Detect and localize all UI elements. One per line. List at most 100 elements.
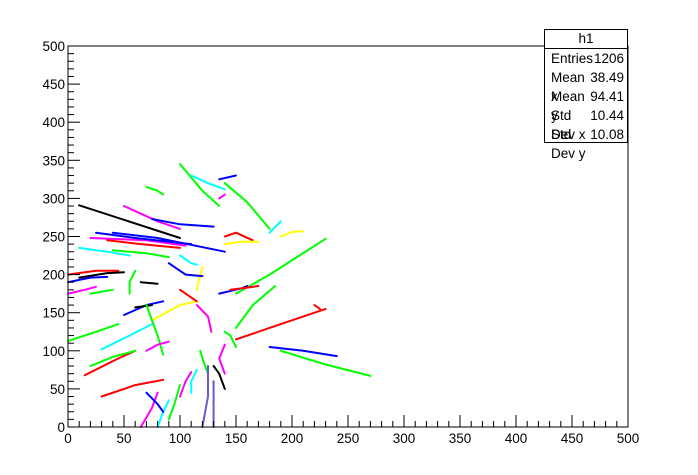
stats-value: 10.44	[590, 108, 624, 123]
stats-value: 38.49	[590, 70, 624, 85]
stats-row-std-dev-y: Std Dev y 10.08	[545, 125, 627, 161]
x-tick-label: 100	[169, 431, 192, 446]
data-track-11	[67, 275, 109, 284]
stats-value: 1206	[593, 51, 624, 66]
data-track-51	[229, 285, 260, 291]
data-track-17	[89, 349, 137, 367]
data-track-1	[89, 237, 187, 247]
data-track-4	[111, 231, 226, 253]
data-track-41	[145, 186, 165, 196]
data-track-54	[212, 365, 226, 390]
data-track-40	[218, 193, 226, 200]
data-track-25	[139, 391, 159, 428]
data-track-28	[167, 384, 181, 421]
x-axis-tick-labels: 0 50 100 150 200 250 300 350 400 450 500	[64, 431, 639, 446]
stats-label: Entries	[551, 51, 594, 66]
y-axis-tick-labels: 0 50 100 150 200 250 300 350 400 450 500	[42, 39, 65, 435]
data-track-18	[123, 300, 165, 316]
data-track-13	[67, 323, 120, 342]
y-tick-label: 150	[42, 306, 65, 321]
x-tick-label: 450	[561, 431, 584, 446]
data-track-37	[179, 163, 221, 207]
data-track-31	[199, 349, 209, 375]
data-track-56	[201, 365, 209, 428]
x-tick-label: 300	[393, 431, 416, 446]
data-track-2	[95, 231, 193, 246]
x-axis-ticks	[67, 415, 629, 427]
data-track-35	[179, 254, 198, 266]
stats-label: Mean y	[551, 89, 585, 123]
stats-label: Std Dev y	[551, 127, 586, 161]
data-track-23	[145, 304, 165, 356]
data-track-45	[268, 220, 282, 234]
stats-value: 94.41	[590, 89, 624, 104]
data-track-16	[100, 378, 165, 398]
data-track-44	[279, 230, 305, 238]
data-track-38	[190, 174, 226, 191]
y-tick-label: 200	[42, 268, 65, 283]
data-track-48	[235, 307, 327, 341]
data-track-22	[151, 300, 198, 322]
y-tick-label: 400	[42, 115, 65, 130]
data-track-7	[78, 246, 131, 257]
x-tick-label: 250	[337, 431, 360, 446]
data-track-57	[268, 346, 338, 358]
y-tick-label: 350	[42, 153, 65, 168]
data-track-34	[167, 262, 204, 278]
data-track-47	[235, 285, 277, 329]
y-tick-label: 50	[50, 382, 65, 397]
x-tick-label: 400	[505, 431, 528, 446]
x-tick-label: 350	[449, 431, 472, 446]
y-axis-ticks	[68, 45, 80, 428]
data-track-36	[223, 182, 271, 230]
x-tick-label: 200	[281, 431, 304, 446]
data-track-42	[223, 231, 254, 242]
x-tick-label: 0	[64, 431, 72, 446]
y-tick-label: 0	[57, 420, 65, 435]
data-track-8	[111, 249, 170, 259]
stats-label: Mean x	[551, 70, 585, 104]
data-track-27	[145, 391, 165, 413]
stats-label: Std Dev x	[551, 108, 586, 142]
data-track-32	[195, 304, 213, 333]
stats-row-mean-y: Mean y 94.41	[545, 87, 627, 123]
data-track-10	[78, 271, 125, 279]
data-track-20	[139, 281, 159, 285]
data-track-19	[128, 269, 137, 295]
data-track-46	[235, 237, 327, 295]
stats-box: h1 Entries 1206 Mean x 38.49 Mean y 94.4…	[544, 29, 628, 161]
data-track-59	[179, 288, 198, 303]
stats-title: h1	[545, 30, 627, 49]
x-tick-label: 50	[116, 431, 131, 446]
data-track-6	[151, 218, 215, 228]
data-track-15	[83, 349, 137, 377]
data-track-14	[100, 323, 153, 351]
data-track-53	[218, 343, 226, 375]
data-track-33	[195, 266, 204, 291]
data-track-0	[78, 204, 181, 239]
data-track-29	[179, 371, 193, 398]
data-track-5	[123, 205, 181, 230]
data-track-60	[89, 288, 114, 295]
data-track-12	[67, 285, 97, 295]
data-tracks	[67, 163, 372, 428]
x-tick-label: 150	[225, 431, 248, 446]
y-tick-label: 300	[42, 191, 65, 206]
stats-value: 10.08	[590, 127, 624, 142]
y-tick-label: 100	[42, 344, 65, 359]
data-track-26	[156, 399, 170, 428]
y-tick-label: 250	[42, 230, 65, 245]
data-track-3	[106, 239, 181, 249]
data-track-52	[223, 330, 237, 348]
stats-row-std-dev-x: Std Dev x 10.44	[545, 106, 627, 142]
data-track-39	[218, 174, 237, 181]
data-track-9	[67, 269, 120, 276]
data-track-43	[223, 240, 260, 246]
y-tick-label: 500	[42, 39, 65, 54]
stats-row-entries: Entries 1206	[545, 49, 627, 68]
stats-row-mean-x: Mean x 38.49	[545, 68, 627, 104]
data-track-24	[145, 340, 170, 352]
data-track-58	[279, 349, 372, 377]
data-track-49	[313, 304, 321, 310]
